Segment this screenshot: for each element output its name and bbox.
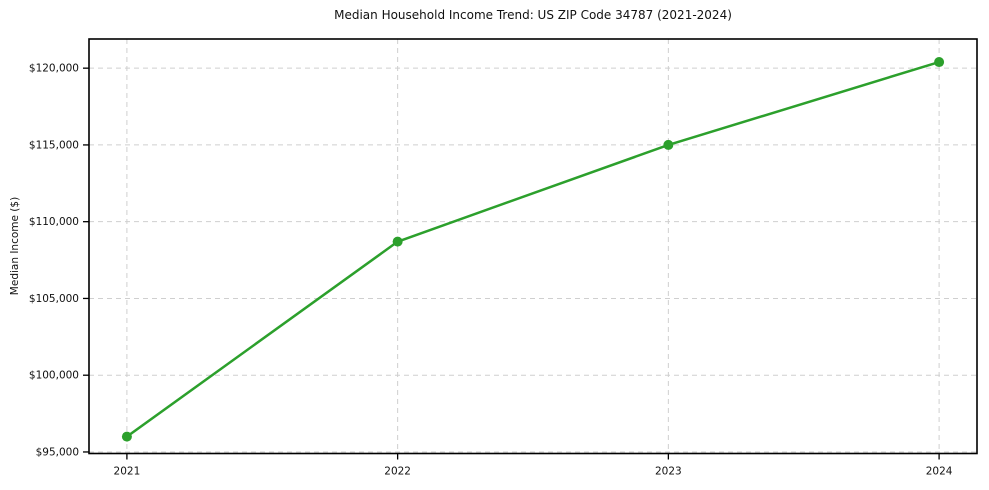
x-tick-label: 2021 (114, 466, 141, 478)
data-point-2022 (392, 236, 403, 247)
income-line-series (125, 60, 941, 438)
x-tick-label: 2023 (655, 466, 682, 478)
data-point-2023 (663, 139, 674, 150)
plot-border (88, 38, 978, 455)
y-tick-label: $110,000 (29, 216, 79, 228)
x-tick-label: 2022 (384, 466, 411, 478)
y-tick-label: $95,000 (36, 446, 79, 458)
y-tick-label: $120,000 (29, 63, 79, 75)
y-tick-label: $100,000 (29, 370, 79, 382)
chart-title: Median Household Income Trend: US ZIP Co… (334, 8, 732, 22)
y-tick-label: $115,000 (29, 139, 79, 151)
data-point-2021 (121, 431, 132, 442)
y-tick-label: $105,000 (29, 293, 79, 305)
data-point-2024 (934, 57, 945, 68)
x-tick-label: 2024 (926, 466, 953, 478)
